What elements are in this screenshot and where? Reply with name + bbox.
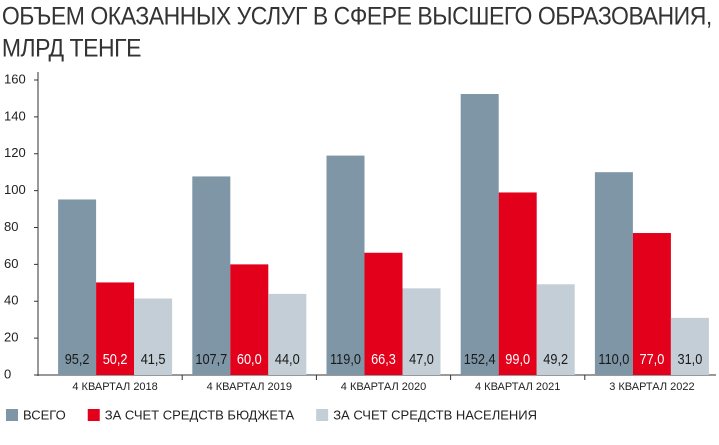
y-tick-label: 0 [4, 366, 11, 381]
bar [498, 192, 537, 375]
value-label: 95,2 [65, 350, 90, 367]
bar [268, 293, 307, 375]
bar [58, 199, 97, 375]
x-tick-label: 4 КВАРТАЛ 2018 [72, 381, 157, 393]
y-tick-label: 120 [4, 145, 26, 160]
value-label: 110,0 [598, 350, 629, 367]
value-label: 49,2 [543, 350, 568, 367]
y-tick-label: 60 [4, 256, 18, 271]
x-tick-label: 4 КВАРТАЛ 2020 [341, 381, 426, 393]
bar [536, 284, 575, 375]
bar [96, 282, 135, 375]
legend-swatch [316, 409, 329, 421]
bar [364, 252, 403, 375]
value-label: 41,5 [141, 350, 166, 367]
value-label: 152,4 [464, 350, 496, 367]
legend-swatch [87, 409, 100, 421]
value-label: 107,7 [195, 350, 227, 367]
bar [632, 233, 671, 375]
legend-swatch [6, 409, 18, 421]
value-label: 66,3 [371, 350, 396, 367]
legend-label: ВСЕГО [23, 407, 66, 422]
value-label: 50,2 [103, 350, 128, 367]
bar [460, 94, 499, 375]
y-tick-label: 40 [4, 293, 18, 308]
bar [192, 176, 231, 375]
value-label: 99,0 [505, 350, 530, 367]
value-label: 77,0 [639, 350, 664, 367]
chart-title: ОБЪЕМ ОКАЗАННЫХ УСЛУГ В СФЕРЕ ВЫСШЕГО ОБ… [2, 3, 712, 31]
bar [594, 172, 633, 375]
bar [326, 155, 365, 375]
y-tick-label: 140 [4, 108, 26, 123]
value-label: 44,0 [275, 350, 300, 367]
legend-label: ЗА СЧЕТ СРЕДСТВ БЮДЖЕТА [105, 407, 295, 422]
value-label: 31,0 [677, 350, 702, 367]
bar [134, 298, 173, 375]
x-tick-label: 4 КВАРТАЛ 2019 [207, 381, 292, 393]
y-tick-label: 20 [4, 330, 18, 345]
y-tick-label: 80 [4, 219, 18, 234]
x-tick-label: 4 КВАРТАЛ 2021 [475, 381, 560, 393]
bar [230, 264, 269, 375]
y-tick-label: 160 [4, 71, 26, 86]
bar [670, 317, 709, 375]
bar [402, 288, 441, 375]
value-label: 119,0 [330, 350, 361, 367]
value-label: 60,0 [237, 350, 262, 367]
legend-label: ЗА СЧЕТ СРЕДСТВ НАСЕЛЕНИЯ [333, 407, 537, 422]
x-tick-label: 3 КВАРТАЛ 2022 [609, 381, 694, 393]
value-label: 47,0 [409, 350, 434, 367]
chart-title: МЛРД ТЕНГЕ [2, 35, 141, 63]
y-tick-label: 100 [4, 182, 26, 197]
